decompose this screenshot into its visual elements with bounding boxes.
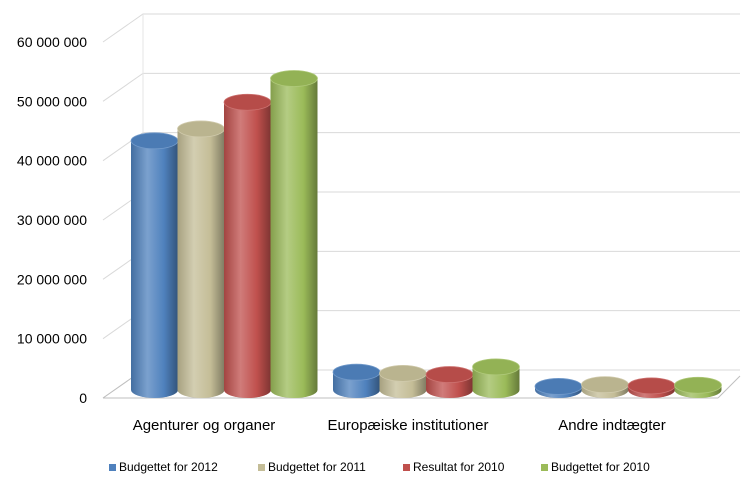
x-axis-categories: Agenturer og organer Europæiske instituti… [133, 417, 666, 434]
bar [534, 378, 583, 398]
y-tick-label: 10 000 000 [17, 331, 87, 347]
legend-label: Resultat for 2010 [413, 460, 505, 474]
bar [177, 120, 225, 398]
y-tick-label: 20 000 000 [17, 271, 87, 287]
bar [332, 363, 381, 398]
y-tick-label: 40 000 000 [17, 153, 87, 169]
bar [581, 376, 629, 398]
legend-label: Budgettet for 2010 [551, 460, 650, 474]
bar [379, 364, 427, 398]
bars [130, 70, 722, 398]
bar [130, 132, 179, 398]
legend-label: Budgettet for 2011 [268, 460, 366, 474]
gridlines [102, 13, 741, 399]
y-tick-label: 0 [79, 390, 87, 406]
x-category-label: Agenturer og organer [133, 417, 276, 434]
gridline [102, 13, 740, 43]
floor-edge [717, 375, 741, 399]
x-category-label: Andre indtægter [558, 417, 666, 434]
legend-swatch [403, 464, 410, 471]
legend-label: Budgettet for 2012 [119, 460, 218, 474]
bar [472, 358, 520, 398]
legend-swatch [541, 464, 548, 471]
legend: Budgettet for 2012 Budgettet for 2011 Resu… [109, 460, 650, 474]
bar [270, 70, 318, 398]
bar [674, 376, 722, 398]
y-tick-label: 50 000 000 [17, 93, 87, 109]
bar [425, 366, 474, 398]
bar [223, 93, 272, 398]
y-tick-label: 60 000 000 [17, 34, 87, 50]
legend-swatch [109, 464, 116, 471]
gridline [102, 72, 740, 102]
bar [627, 377, 676, 398]
y-tick-label: 30 000 000 [17, 212, 87, 228]
y-axis-ticks: 0 10 000 000 20 000 000 30 000 000 40 000 00… [17, 34, 87, 406]
x-category-label: Europæiske institutioner [328, 417, 489, 434]
legend-swatch [258, 464, 265, 471]
